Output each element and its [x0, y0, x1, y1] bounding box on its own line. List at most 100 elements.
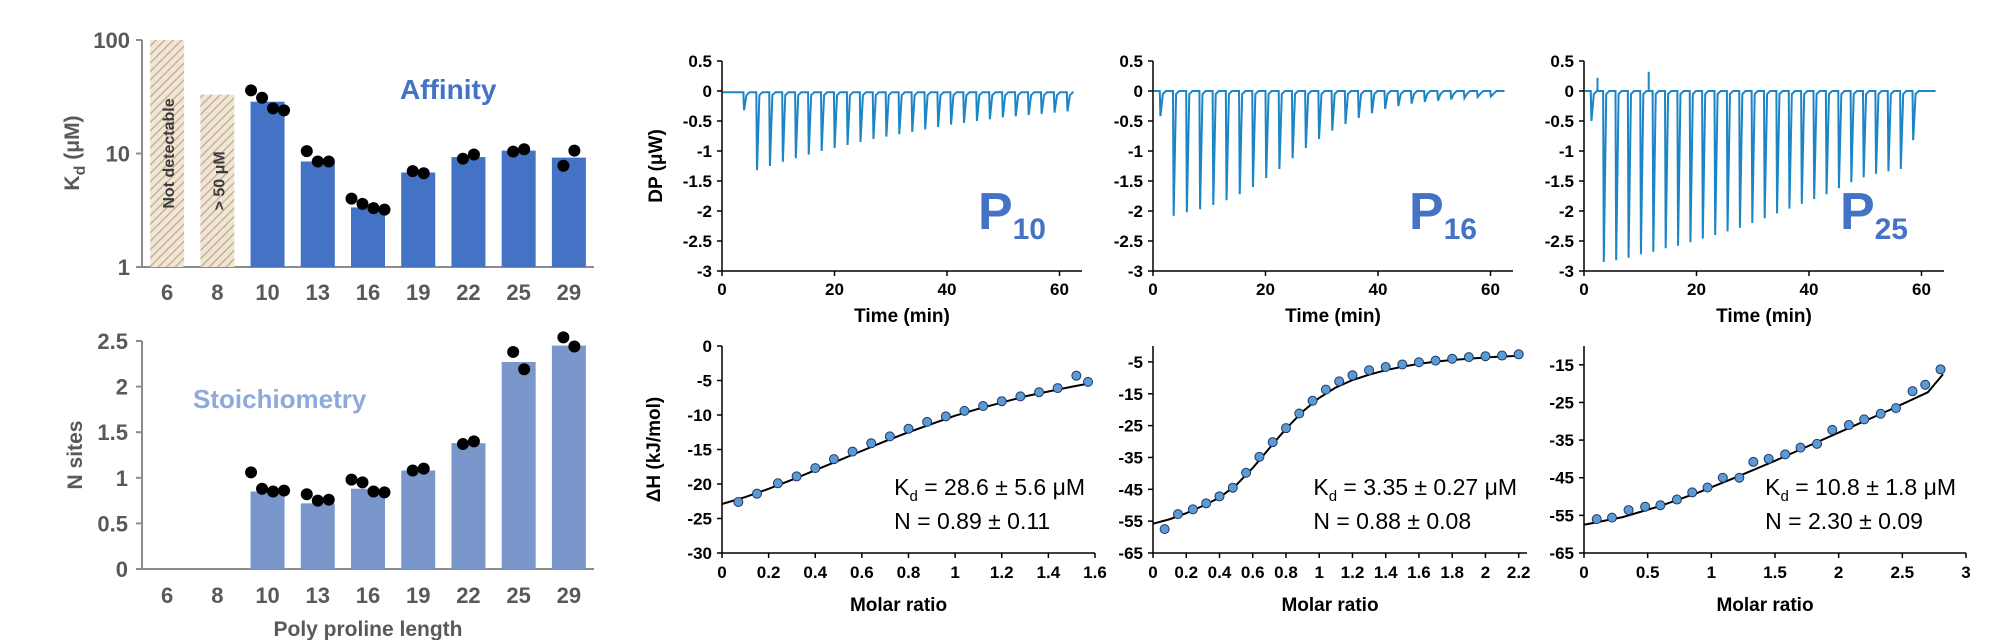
- raw-y-tick-label: 0.5: [1550, 52, 1574, 71]
- stoich-bar: [451, 443, 486, 569]
- fit-kd-annotation: Kd = 10.8 ± 1.8 μM: [1765, 474, 1956, 505]
- affinity-x-tick-label: 6: [161, 280, 173, 305]
- stoich-replicate-point: [518, 363, 531, 376]
- stoich-x-tick-label: 19: [406, 583, 430, 608]
- fit-data-point: [1795, 442, 1806, 453]
- fit-data-point: [1480, 351, 1491, 362]
- fit-data-point: [1201, 498, 1212, 509]
- raw-x-tick-label: 60: [1050, 280, 1069, 299]
- fit-kd-annotation: Kd = 28.6 ± 5.6 μM: [894, 474, 1085, 505]
- affinity-bar: [551, 157, 586, 267]
- fit-data-point: [922, 416, 933, 427]
- fit-data-point: [1812, 438, 1823, 449]
- stoichiometry-chart: 0 0.5 1 1.5 2 2.5 6 8 10 13 16 19 22 25 29 Stoichiome…: [64, 329, 594, 640]
- stoich-x-tick-label: 22: [456, 583, 480, 608]
- fit-x-tick-label: 1.6: [1407, 563, 1431, 582]
- fit-x-tick-label: 1.2: [1341, 563, 1365, 582]
- fit-y-tick-label: -30: [687, 544, 712, 563]
- raw-x-label: Time (min): [1716, 306, 1812, 327]
- affinity-replicate-point: [507, 145, 520, 158]
- affinity-bar: [300, 161, 335, 267]
- raw-y-tick-label: 0.5: [1119, 52, 1143, 71]
- fit-y-tick-label: -55: [1118, 512, 1143, 531]
- stoich-replicate-point: [568, 340, 581, 353]
- raw-x-tick-label: 20: [1256, 280, 1275, 299]
- fit-data-point: [828, 454, 839, 465]
- fit-x-tick-label: 1.4: [1374, 563, 1398, 582]
- affinity-x-tick-label: 8: [211, 280, 223, 305]
- raw-y-tick-label: -2.5: [683, 232, 712, 251]
- fit-data-point: [903, 423, 914, 434]
- fit-x-tick-label: 0.5: [1636, 563, 1660, 582]
- stoich-replicate-point: [456, 438, 469, 451]
- raw-y-tick-label: 0: [1565, 82, 1574, 101]
- fit-y-tick-label: -5: [697, 372, 712, 391]
- stoich-x-tick-label: 13: [306, 583, 330, 608]
- fit-data-point: [1347, 370, 1358, 381]
- raw-y-tick-label: -1: [697, 142, 712, 161]
- fit-data-point: [959, 405, 970, 416]
- fit-data-point: [1294, 408, 1305, 419]
- stoich-y-tick-label: 2.5: [97, 329, 128, 354]
- fit-data-point: [1307, 395, 1318, 406]
- stoich-bar: [551, 345, 586, 569]
- affinity-bar: [351, 207, 385, 267]
- fit-x-tick-label: 3: [1961, 563, 1970, 582]
- fit-x-tick-label: 1: [1314, 563, 1323, 582]
- stoich-replicate-point: [356, 476, 369, 489]
- fit-y-tick-label: -35: [1549, 431, 1574, 450]
- affinity-hatched-label: Not detectable: [161, 98, 178, 208]
- fit-x-tick-label: 0: [1579, 563, 1588, 582]
- raw-y-label: DP (μW): [646, 129, 667, 203]
- affinity-replicate-point: [557, 159, 570, 172]
- fit-x-tick-label: 2.5: [1891, 563, 1915, 582]
- affinity-y-tick-label: 1: [118, 255, 130, 280]
- svg-text:Kd (μM): Kd (μM): [61, 115, 89, 190]
- raw-y-tick-label: 0.5: [688, 52, 712, 71]
- raw-x-tick-label: 0: [1148, 280, 1157, 299]
- fit-data-point: [1015, 391, 1026, 402]
- raw-y-tick-label: -3: [1559, 262, 1574, 281]
- fit-x-tick-label: 1.6: [1083, 563, 1107, 582]
- peptide-label: P10: [978, 183, 1046, 246]
- fit-data-point: [1071, 370, 1082, 381]
- fit-data-point: [1334, 376, 1345, 387]
- affinity-replicate-point: [356, 197, 369, 210]
- fit-data-point: [1159, 524, 1170, 535]
- fit-data-point: [1920, 379, 1931, 390]
- fit-x-tick-label: 2.2: [1507, 563, 1531, 582]
- fit-data-point: [1463, 352, 1474, 363]
- fit-data-point: [1827, 424, 1838, 435]
- fit-x-label: Molar ratio: [1281, 595, 1378, 616]
- stoich-x-tick-label: 25: [506, 583, 530, 608]
- raw-y-tick-label: -2.5: [1545, 232, 1574, 251]
- stoich-replicate-point: [278, 484, 291, 497]
- fit-data-point: [1687, 487, 1698, 498]
- fit-data-point: [810, 463, 821, 474]
- fit-data-point: [772, 478, 783, 489]
- stoich-replicate-point: [417, 462, 430, 475]
- raw-y-tick-label: -3: [1128, 262, 1143, 281]
- raw-y-tick-label: 0: [1134, 82, 1143, 101]
- fit-data-point: [1413, 357, 1424, 368]
- fit-data-point: [1907, 386, 1918, 397]
- stoich-replicate-point: [507, 345, 520, 358]
- fit-x-tick-label: 0.6: [1241, 563, 1265, 582]
- fit-data-point: [866, 438, 877, 449]
- stoich-replicate-point: [557, 331, 570, 344]
- raw-y-tick-label: -1: [1559, 142, 1574, 161]
- raw-y-tick-label: -2.5: [1114, 232, 1143, 251]
- stoich-y-tick-label: 0.5: [97, 511, 128, 536]
- stoich-replicate-point: [300, 488, 313, 501]
- affinity-x-tick-label: 16: [356, 280, 380, 305]
- affinity-x-tick-label: 25: [506, 280, 530, 305]
- affinity-replicate-point: [367, 202, 380, 215]
- affinity-x-tick-label: 29: [557, 280, 581, 305]
- raw-y-tick-label: -2: [1559, 202, 1574, 221]
- fit-data-point: [1623, 505, 1634, 516]
- raw-y-tick-label: -1.5: [1545, 172, 1574, 191]
- fit-x-tick-label: 0.2: [1174, 563, 1198, 582]
- raw-y-tick-label: -0.5: [683, 112, 712, 131]
- fit-x-tick-label: 0.8: [897, 563, 921, 582]
